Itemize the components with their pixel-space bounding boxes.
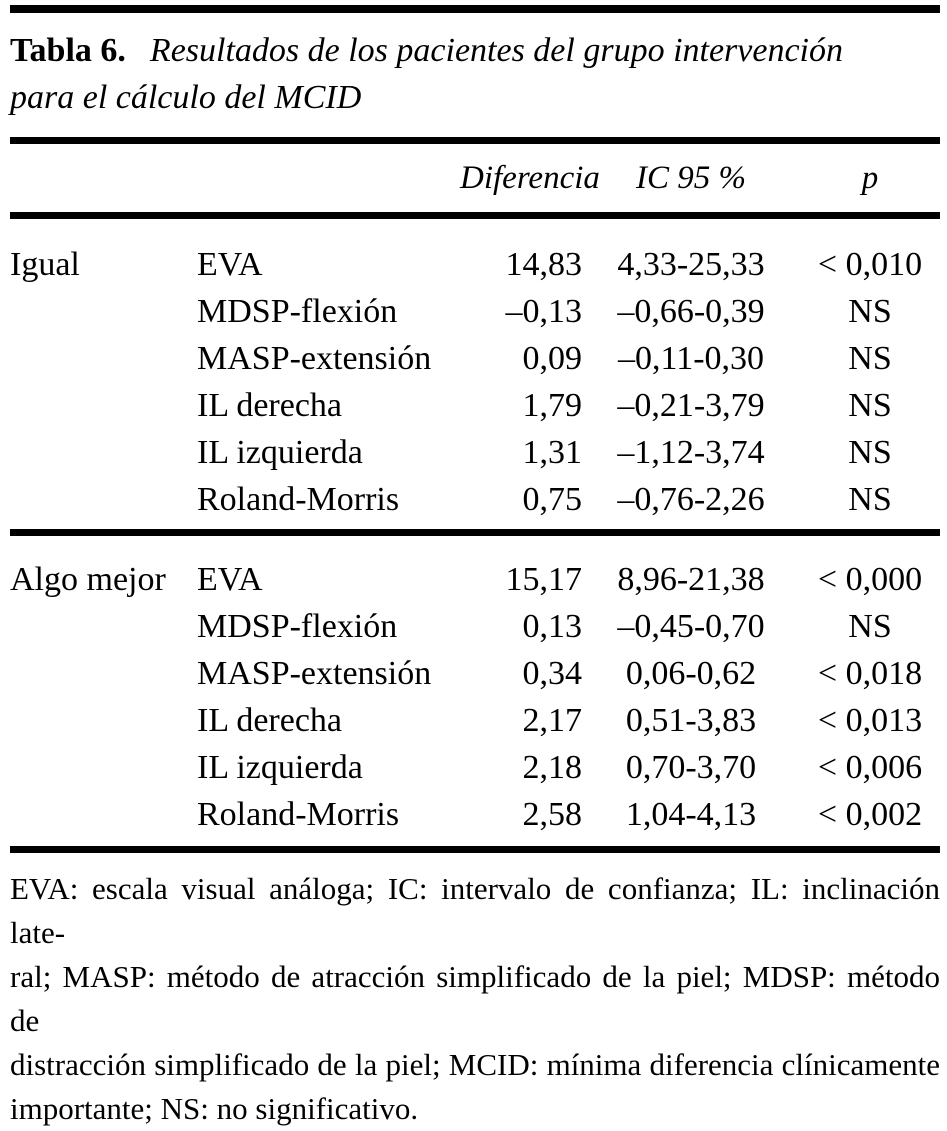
cell-p: NS <box>848 434 892 471</box>
cell-measure: IL derecha <box>197 702 343 739</box>
cell-ic95: 1,04-4,13 <box>625 796 757 833</box>
cell-diferencia: 2,58 <box>522 796 583 833</box>
header-divider-rule <box>10 212 940 219</box>
group-label-spacer <box>10 791 197 838</box>
cell-diferencia: 14,83 <box>505 246 583 283</box>
header-ic95: IC 95 % <box>636 159 746 196</box>
group-label-spacer <box>10 429 197 476</box>
caption-line-1: Tabla 6. Resultados de los pacientes del … <box>10 27 940 74</box>
table-row: Algo mejor EVA 15,17 8,96-21,38 < 0,000 <box>10 556 940 603</box>
group-label-spacer <box>10 650 197 697</box>
cell-ic95: 0,70-3,70 <box>625 749 757 786</box>
cell-p: < 0,002 <box>817 796 923 833</box>
cell-p: < 0,000 <box>817 561 923 598</box>
cell-measure: EVA <box>197 561 263 598</box>
group-label-spacer <box>10 697 197 744</box>
cell-ic95: 0,51-3,83 <box>625 702 757 739</box>
cell-diferencia: 1,31 <box>522 434 583 471</box>
cell-ic95: –0,45-0,70 <box>617 608 765 645</box>
group-label-spacer <box>10 744 197 791</box>
cell-diferencia: 15,17 <box>505 561 583 598</box>
header-p: p <box>861 159 879 196</box>
cell-measure: Roland-Morris <box>197 481 400 518</box>
footnote-line: EVA: escala visual análoga; IC: interval… <box>10 871 940 950</box>
table-row: MASP-extensión 0,34 0,06-0,62 < 0,018 <box>10 650 940 697</box>
cell-p: NS <box>848 481 892 518</box>
cell-ic95: –0,11-0,30 <box>617 340 765 377</box>
section-algo-mejor: Algo mejor EVA 15,17 8,96-21,38 < 0,000 … <box>10 536 940 846</box>
header-diferencia: Diferencia <box>460 159 600 196</box>
cell-p: NS <box>848 387 892 424</box>
table-figure: Tabla 6. Resultados de los pacientes del … <box>0 5 947 1131</box>
table-title-line2: para el cálculo del MCID <box>10 79 362 116</box>
cell-ic95: –0,76-2,26 <box>617 481 765 518</box>
group-label-spacer <box>10 288 197 335</box>
table-row: MDSP-flexión 0,13 –0,45-0,70 NS <box>10 603 940 650</box>
group-label-spacer <box>10 382 197 429</box>
cell-measure: MDSP-flexión <box>197 608 398 645</box>
table-header-row: Diferencia IC 95 % p <box>10 144 940 212</box>
cell-measure: EVA <box>197 246 263 283</box>
table-row: Roland-Morris 2,58 1,04-4,13 < 0,002 <box>10 791 940 838</box>
cell-p: < 0,018 <box>817 655 923 692</box>
cell-measure: IL izquierda <box>197 434 363 471</box>
table-row: Igual EVA 14,83 4,33-25,33 < 0,010 <box>10 241 940 288</box>
section-divider-rule <box>10 529 940 536</box>
table-caption: Tabla 6. Resultados de los pacientes del … <box>10 27 940 121</box>
cell-ic95: 0,06-0,62 <box>625 655 757 692</box>
cell-ic95: –1,12-3,74 <box>617 434 765 471</box>
cell-diferencia: 0,34 <box>522 655 583 692</box>
group-label-spacer <box>10 476 197 523</box>
cell-measure: Roland-Morris <box>197 796 400 833</box>
group-label: Igual <box>10 246 80 283</box>
table-title: Resultados de los pacientes del grupo in… <box>149 32 844 69</box>
cell-ic95: 8,96-21,38 <box>617 561 765 598</box>
cell-measure: IL derecha <box>197 387 343 424</box>
cell-diferencia: –0,13 <box>505 293 583 330</box>
table-row: IL izquierda 2,18 0,70-3,70 < 0,006 <box>10 744 940 791</box>
section-igual: Igual EVA 14,83 4,33-25,33 < 0,010 MDSP-… <box>10 219 940 529</box>
group-label-spacer <box>10 603 197 650</box>
table-label: Tabla 6. <box>10 32 126 69</box>
caption-divider-rule <box>10 137 940 144</box>
group-label-spacer <box>10 335 197 382</box>
table-row: IL derecha 1,79 –0,21-3,79 NS <box>10 382 940 429</box>
table-row: MASP-extensión 0,09 –0,11-0,30 NS <box>10 335 940 382</box>
cell-diferencia: 0,09 <box>522 340 583 377</box>
footnote-divider-rule <box>10 846 940 853</box>
cell-ic95: –0,66-0,39 <box>617 293 765 330</box>
cell-measure: IL izquierda <box>197 749 363 786</box>
table-footnote: EVA: escala visual análoga; IC: interval… <box>10 867 940 1131</box>
group-label: Algo mejor <box>10 561 166 598</box>
top-rule <box>10 5 940 13</box>
cell-diferencia: 1,79 <box>522 387 583 424</box>
cell-p: < 0,013 <box>817 702 923 739</box>
cell-measure: MASP-extensión <box>197 340 432 377</box>
footnote-line: importante; NS: no significativo. <box>10 1091 419 1126</box>
cell-measure: MDSP-flexión <box>197 293 398 330</box>
footnote-line: ral; MASP: método de atracción simplific… <box>10 959 940 1038</box>
cell-diferencia: 0,75 <box>522 481 583 518</box>
cell-ic95: –0,21-3,79 <box>617 387 765 424</box>
table-row: Roland-Morris 0,75 –0,76-2,26 NS <box>10 476 940 523</box>
cell-ic95: 4,33-25,33 <box>617 246 765 283</box>
footnote-line: distracción simplificado de la piel; MCI… <box>10 1047 940 1082</box>
cell-diferencia: 2,17 <box>522 702 583 739</box>
cell-p: < 0,010 <box>817 246 923 283</box>
cell-p: NS <box>848 608 892 645</box>
cell-diferencia: 0,13 <box>522 608 583 645</box>
cell-p: NS <box>848 293 892 330</box>
cell-p: NS <box>848 340 892 377</box>
table-row: MDSP-flexión –0,13 –0,66-0,39 NS <box>10 288 940 335</box>
cell-p: < 0,006 <box>817 749 923 786</box>
table-row: IL derecha 2,17 0,51-3,83 < 0,013 <box>10 697 940 744</box>
table-row: IL izquierda 1,31 –1,12-3,74 NS <box>10 429 940 476</box>
cell-measure: MASP-extensión <box>197 655 432 692</box>
cell-diferencia: 2,18 <box>522 749 583 786</box>
